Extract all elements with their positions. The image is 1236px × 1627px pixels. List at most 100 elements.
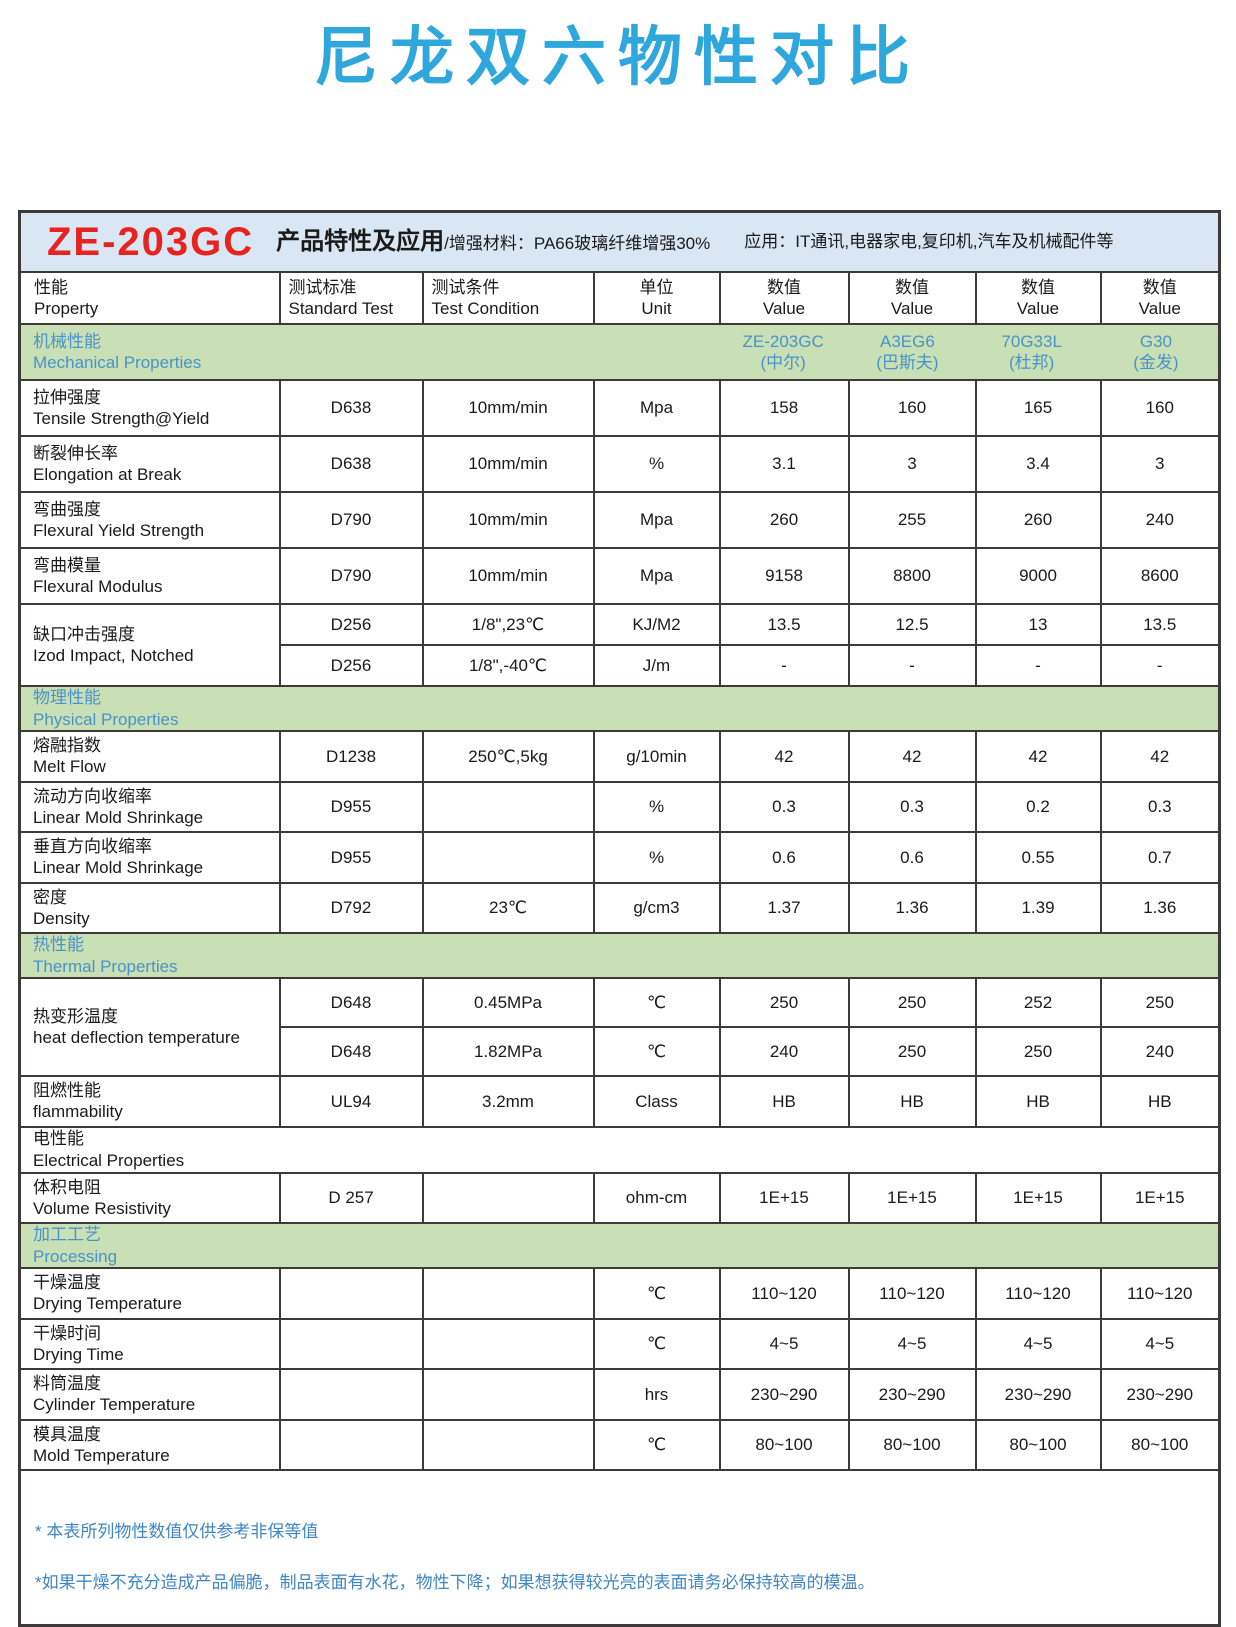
value-cell: 3.1 (718, 435, 850, 493)
unit-cell: ℃ (592, 1317, 721, 1370)
product-feature: 产品特性及应用/增强材料：PA66玻璃纤维增强30% (276, 227, 710, 257)
unit-cell: ℃ (592, 1418, 721, 1471)
value-cell: 158 (718, 379, 850, 437)
unit-cell: hrs (592, 1368, 721, 1421)
unit-cell: Mpa (592, 379, 721, 437)
table-row: 阻燃性能 flammability UL94 3.2mm Class HB HB HB HB (18, 1075, 1221, 1128)
value-cell: 3 (1099, 435, 1221, 493)
product-code: ZE-203GC (47, 220, 255, 264)
property-cell: 阻燃性能 flammability (18, 1075, 281, 1128)
value-cell: - (1099, 644, 1221, 687)
column-header-4: 数值 Value (718, 271, 850, 325)
value-cell: - (974, 644, 1102, 687)
condition-cell (421, 780, 595, 833)
property-cell: 断裂伸长率 Elongation at Break (18, 435, 281, 493)
product-header-cell: ZE-203GC 产品特性及应用/增强材料：PA66玻璃纤维增强30% 应用：I… (18, 210, 1221, 273)
standard-cell: D790 (278, 547, 424, 605)
standard-cell (278, 1267, 424, 1320)
standard-cell: D792 (278, 881, 424, 934)
condition-cell: 10mm/min (421, 491, 595, 549)
unit-cell: ℃ (592, 977, 721, 1028)
value-cell: 4~5 (847, 1317, 977, 1370)
condition-cell: 0.45MPa (421, 977, 595, 1028)
value-cell: 110~120 (1099, 1267, 1221, 1320)
standard-cell: D955 (278, 780, 424, 833)
value-cell: 80~100 (847, 1418, 977, 1471)
value-cell: 42 (718, 730, 850, 783)
value-cell: 3 (847, 435, 977, 493)
table-row: 拉伸强度 Tensile Strength@Yield D638 10mm/min Mp… (18, 379, 1221, 437)
footnotes-row: * 本表所列物性数值仅供参考非保等值 *如果干燥不充分造成产品偏脆，制品表面有水… (20, 1470, 1220, 1625)
value-cell: 0.7 (1099, 831, 1221, 884)
condition-cell (421, 1171, 595, 1224)
property-cell: 垂直方向收缩率 Linear Mold Shrinkage (18, 831, 281, 884)
table-row: 熔融指数 Melt Flow D1238 250℃,5kg g/10min 42 42 42 4… (18, 730, 1221, 783)
condition-cell: 3.2mm (421, 1075, 595, 1128)
spec-table: ZE-203GC 产品特性及应用/增强材料：PA66玻璃纤维增强30% 应用：I… (18, 210, 1222, 1627)
value-cell: 4~5 (974, 1317, 1102, 1370)
value-cell: 230~290 (718, 1368, 850, 1421)
column-header-7: 数值 Value (1099, 271, 1221, 325)
condition-cell: 23℃ (421, 881, 595, 934)
section-title: 热性能 Thermal Properties (33, 935, 178, 976)
section-band-thermal: 热性能 Thermal Properties (18, 932, 1221, 979)
table-row: 密度 Density D792 23℃ g/cm3 1.37 1.36 1.39 1.36 (18, 881, 1221, 934)
standard-cell (278, 1368, 424, 1421)
section-band-cell: 物理性能 Physical Properties (18, 685, 1221, 732)
section-title: 机械性能 Mechanical Properties (33, 331, 202, 372)
unit-cell: % (592, 435, 721, 493)
unit-cell: % (592, 831, 721, 884)
footnotes-cell: * 本表所列物性数值仅供参考非保等值 *如果干燥不充分造成产品偏脆，制品表面有水… (20, 1470, 1220, 1625)
value-cell: 230~290 (1099, 1368, 1221, 1421)
standard-cell: D638 (278, 379, 424, 437)
table-row: 断裂伸长率 Elongation at Break D638 10mm/min% 3.1… (18, 435, 1221, 493)
value-cell: HB (974, 1075, 1102, 1128)
standard-cell (278, 1418, 424, 1471)
value-cell: 0.3 (718, 780, 850, 833)
property-cell: 缺口冲击强度 Izod Impact, Notched (18, 603, 281, 687)
unit-cell: Mpa (592, 491, 721, 549)
value-cell: 3.4 (974, 435, 1102, 493)
footnote-1: * 本表所列物性数值仅供参考非保等值 (35, 1522, 319, 1541)
standard-cell: D638 (278, 435, 424, 493)
value-cell: 1.36 (1099, 881, 1221, 934)
value-cell: 250 (847, 977, 977, 1028)
condition-cell: 250℃,5kg (421, 730, 595, 783)
feature-detail: /增强材料：PA66玻璃纤维增强30% (444, 234, 711, 253)
value-cell: 1E+15 (1099, 1171, 1221, 1224)
column-header-row: 性能 Property 测试标准 Standard Test 测试条件 Test Cond… (18, 271, 1221, 325)
value-cell: 230~290 (974, 1368, 1102, 1421)
column-header-6: 数值 Value (974, 271, 1102, 325)
value-cell: 240 (1099, 1026, 1221, 1077)
value-cell: 110~120 (718, 1267, 850, 1320)
table-row: 弯曲模量 Flexural Modulus D790 10mm/min Mpa 9158 8… (18, 547, 1221, 605)
condition-cell (421, 1317, 595, 1370)
table-row: 弯曲强度 Flexural Yield Strength D790 10mm/min M… (18, 491, 1221, 549)
standard-cell: UL94 (278, 1075, 424, 1128)
value-cell: 42 (847, 730, 977, 783)
unit-cell: ℃ (592, 1267, 721, 1320)
condition-cell: 1/8",-40℃ (421, 644, 595, 687)
section-band-cell: 热性能 Thermal Properties (18, 932, 1221, 979)
value-cell: 9158 (718, 547, 850, 605)
value-cell: 13.5 (718, 603, 850, 646)
standard-cell: D648 (278, 977, 424, 1028)
property-cell: 密度 Density (18, 881, 281, 934)
unit-cell: ohm-cm (592, 1171, 721, 1224)
property-cell: 干燥温度 Drying Temperature (18, 1267, 281, 1320)
standard-cell: D790 (278, 491, 424, 549)
table-row: 模具温度 Mold Temperature ℃ 80~100 80~100 80~100 8… (18, 1418, 1221, 1471)
property-cell: 弯曲强度 Flexural Yield Strength (18, 491, 281, 549)
value-cell: - (718, 644, 850, 687)
column-header-0: 性能 Property (18, 271, 281, 325)
section-title: 电性能 Electrical Properties (33, 1129, 185, 1170)
unit-cell: Mpa (592, 547, 721, 605)
section-band-cell: 机械性能 Mechanical Properties ZE-203GC (中尔) A3E… (18, 323, 1221, 381)
unit-cell: g/cm3 (592, 881, 721, 934)
value-cell: 12.5 (847, 603, 977, 646)
value-cell: 160 (847, 379, 977, 437)
value-cell: 165 (974, 379, 1102, 437)
value-cell: 240 (1099, 491, 1221, 549)
value-cell: 0.6 (718, 831, 850, 884)
condition-cell: 1/8",23℃ (421, 603, 595, 646)
